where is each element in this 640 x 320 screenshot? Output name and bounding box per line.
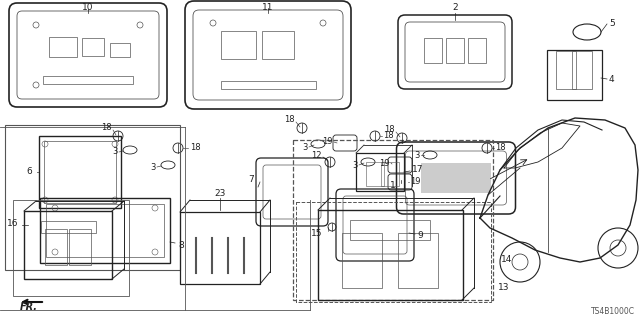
Bar [350, 220, 430, 240]
Bar [24, 211, 112, 279]
Text: 10: 10 [83, 4, 93, 12]
Bar [45, 229, 67, 265]
Text: 6: 6 [26, 167, 32, 177]
Text: 5: 5 [609, 20, 615, 28]
Text: 3: 3 [113, 148, 118, 156]
Text: 17: 17 [412, 165, 424, 174]
Text: 18: 18 [284, 116, 295, 124]
Text: 1: 1 [390, 181, 396, 190]
Bar [221, 31, 255, 59]
Text: 18: 18 [495, 143, 506, 153]
Text: 13: 13 [498, 283, 509, 292]
Bar [296, 202, 490, 302]
Bar [356, 153, 404, 191]
Text: 3: 3 [353, 161, 358, 170]
Bar [366, 162, 384, 186]
Text: 14: 14 [501, 255, 513, 265]
Bar [82, 38, 104, 56]
Text: 3: 3 [150, 163, 156, 172]
Bar [421, 163, 491, 193]
Text: 23: 23 [214, 189, 226, 198]
Bar [342, 233, 382, 287]
Text: TS4B1000C: TS4B1000C [591, 308, 635, 316]
Bar [572, 51, 592, 89]
Text: 8: 8 [178, 241, 184, 250]
Bar [547, 50, 602, 100]
Bar [424, 37, 442, 62]
Bar [317, 210, 463, 300]
Text: 18: 18 [385, 125, 395, 134]
Bar [110, 43, 130, 57]
Bar [39, 136, 121, 208]
Bar [468, 37, 486, 62]
Bar [49, 37, 77, 57]
Text: FR.: FR. [20, 302, 38, 312]
Bar [40, 197, 170, 262]
Bar [46, 204, 164, 257]
Text: 18: 18 [101, 124, 112, 132]
Text: 16: 16 [6, 219, 18, 228]
Bar [13, 200, 129, 296]
Bar [4, 124, 179, 269]
Text: 19: 19 [410, 178, 420, 187]
Text: 12: 12 [312, 150, 322, 159]
Text: 19: 19 [323, 138, 333, 147]
Bar [69, 229, 91, 265]
Text: 4: 4 [609, 76, 614, 84]
Text: 7: 7 [248, 175, 254, 185]
Bar [262, 31, 294, 59]
Bar [221, 81, 316, 89]
Text: 15: 15 [310, 228, 322, 237]
Bar [398, 233, 438, 287]
Bar [556, 51, 576, 89]
Text: 18: 18 [383, 132, 394, 140]
Text: 3: 3 [415, 150, 420, 159]
Bar [381, 162, 399, 186]
Text: 3: 3 [303, 142, 308, 151]
Bar [40, 221, 95, 233]
Bar [44, 141, 116, 203]
Bar [446, 37, 464, 62]
Text: 9: 9 [417, 230, 423, 239]
Bar [43, 76, 133, 84]
Bar [180, 212, 260, 284]
Text: 18: 18 [190, 143, 200, 153]
Bar [293, 140, 493, 300]
Text: 2: 2 [452, 4, 458, 12]
Text: 11: 11 [262, 4, 274, 12]
Text: 19: 19 [380, 158, 390, 167]
